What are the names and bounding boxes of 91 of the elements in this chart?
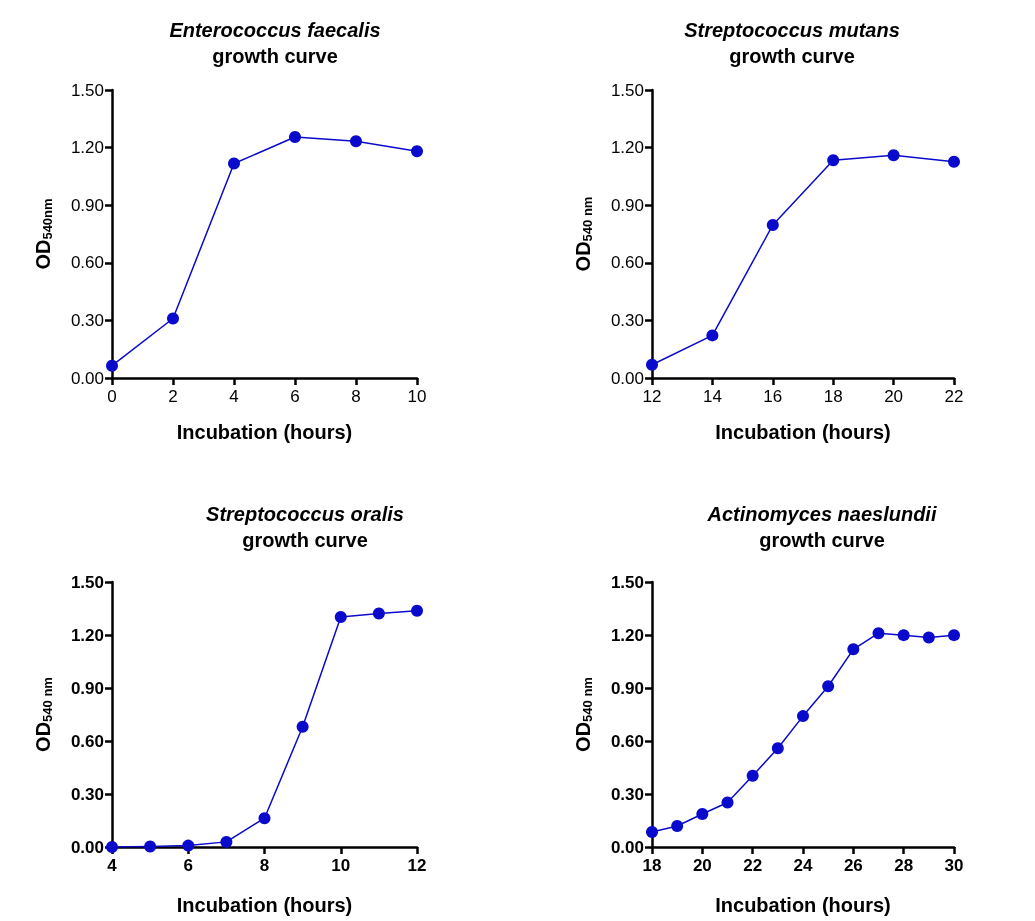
- x-tick-label: 0: [107, 387, 117, 406]
- point: [872, 627, 885, 640]
- x-tick-label: 12: [407, 856, 427, 875]
- point: [258, 812, 271, 825]
- point: [948, 155, 960, 168]
- point: [771, 742, 784, 755]
- x-tick-label: 14: [702, 387, 722, 406]
- point: [746, 769, 759, 782]
- y-tick-label: 0.30: [610, 784, 644, 804]
- y-tick-label: 1.50: [70, 80, 104, 100]
- y-tick-label: 0.30: [70, 784, 104, 804]
- y-tick-label: 1.50: [610, 80, 644, 100]
- x-tick-label: 22: [743, 856, 763, 875]
- x-tick-label: 28: [894, 856, 914, 875]
- y-tick-label: 1.50: [610, 572, 644, 592]
- point: [897, 629, 910, 642]
- y-tick-label: 0.30: [610, 310, 644, 330]
- y-tick-label: 0.00: [610, 837, 644, 857]
- point: [289, 131, 301, 144]
- x-tick-label: 20: [884, 387, 904, 406]
- point: [706, 329, 719, 342]
- x-axis-title: Incubation (hours): [176, 894, 353, 916]
- point: [922, 631, 935, 644]
- x-tick-label: 4: [107, 856, 118, 875]
- y-tick-label: 0.00: [610, 368, 644, 388]
- x-tick-label: 2: [168, 387, 178, 406]
- point: [228, 157, 240, 170]
- y-tick-label: 1.20: [70, 625, 104, 645]
- point: [334, 610, 347, 623]
- point: [766, 218, 779, 231]
- point: [144, 840, 157, 853]
- x-tick-label: 18: [823, 387, 843, 406]
- y-tick-label: 0.60: [610, 731, 644, 751]
- point: [220, 835, 233, 848]
- y-tick-label: 0.90: [610, 195, 644, 215]
- x-tick-label: 26: [843, 856, 863, 875]
- point: [106, 359, 118, 372]
- chart-title: Streptococcus mutans growth curve: [684, 19, 900, 67]
- x-axis-title: Incubation (hours): [715, 421, 891, 443]
- point: [948, 629, 960, 642]
- y-tick-label: 0.00: [70, 837, 104, 857]
- y-tick-label: 1.20: [610, 625, 644, 645]
- y-tick-label: 0.30: [70, 310, 104, 330]
- point: [646, 825, 658, 838]
- point: [822, 680, 835, 693]
- y-tick-label: 0.90: [70, 195, 104, 215]
- x-tick-label: 4: [229, 387, 239, 406]
- x-tick-label: 8: [259, 856, 270, 875]
- point: [696, 807, 709, 820]
- point: [296, 720, 309, 733]
- point: [887, 149, 900, 162]
- x-axis-title: Incubation (hours): [176, 421, 353, 443]
- point: [372, 607, 385, 620]
- y-tick-label: 0.90: [70, 678, 104, 698]
- x-tick-label: 12: [642, 387, 662, 406]
- chart-title: Enterococcus faecalis growth curve: [169, 19, 381, 67]
- point: [350, 135, 362, 148]
- x-tick-label: 18: [642, 856, 662, 875]
- y-tick-label: 0.90: [610, 678, 644, 698]
- y-tick-label: 0.60: [70, 253, 104, 273]
- y-axis-title: OD540nm: [31, 198, 55, 270]
- point: [797, 710, 809, 723]
- point: [827, 154, 840, 167]
- x-tick-label: 6: [290, 387, 300, 406]
- point: [671, 819, 684, 832]
- y-tick-label: 0.60: [610, 253, 644, 273]
- point: [411, 145, 423, 158]
- x-tick-label: 24: [793, 856, 813, 875]
- point: [167, 312, 179, 325]
- chart-title: Streptococcus oralis growth curve: [206, 503, 404, 551]
- x-tick-label: 22: [944, 387, 964, 406]
- x-tick-label: 16: [763, 387, 783, 406]
- y-tick-label: 1.20: [70, 138, 104, 158]
- point: [182, 839, 195, 852]
- x-tick-label: 8: [351, 387, 361, 406]
- y-tick-label: 0.00: [70, 368, 104, 388]
- y-tick-label: 1.20: [610, 138, 644, 158]
- x-axis-title: Incubation (hours): [715, 894, 891, 916]
- y-axis-title: OD540 nm: [571, 196, 595, 272]
- point: [411, 604, 423, 617]
- point: [721, 796, 734, 809]
- point: [847, 643, 860, 656]
- x-tick-label: 10: [331, 856, 351, 875]
- x-tick-label: 10: [407, 387, 427, 406]
- y-tick-label: 1.50: [70, 572, 104, 592]
- x-tick-label: 30: [944, 856, 964, 875]
- chart-title: Actinomyces naeslundii growth curve: [706, 503, 937, 551]
- x-tick-label: 20: [692, 856, 712, 875]
- point: [646, 358, 658, 371]
- x-tick-label: 6: [183, 856, 193, 875]
- y-tick-label: 0.60: [70, 731, 104, 751]
